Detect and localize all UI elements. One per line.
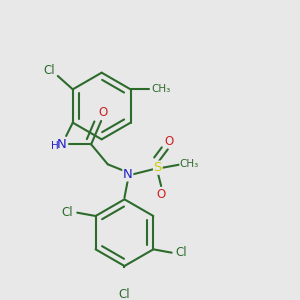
Text: O: O xyxy=(98,106,107,119)
Text: N: N xyxy=(56,138,66,151)
Text: O: O xyxy=(165,134,174,148)
Text: CH₃: CH₃ xyxy=(180,159,199,169)
Text: H: H xyxy=(51,141,58,151)
Text: Cl: Cl xyxy=(176,246,188,259)
Text: N: N xyxy=(123,168,133,181)
Text: S: S xyxy=(154,161,162,174)
Text: Cl: Cl xyxy=(61,206,73,219)
Text: Cl: Cl xyxy=(119,288,130,300)
Text: CH₃: CH₃ xyxy=(151,84,170,94)
Text: O: O xyxy=(157,188,166,201)
Text: Cl: Cl xyxy=(44,64,55,76)
